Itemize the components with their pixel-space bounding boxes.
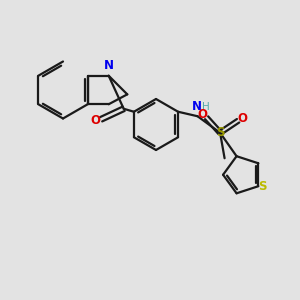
Text: N: N <box>192 100 202 113</box>
Text: N: N <box>104 59 114 72</box>
Text: O: O <box>238 112 248 125</box>
Text: O: O <box>197 108 207 121</box>
Text: H: H <box>202 102 210 112</box>
Text: S: S <box>216 126 225 139</box>
Text: S: S <box>258 180 266 193</box>
Text: O: O <box>91 114 101 127</box>
